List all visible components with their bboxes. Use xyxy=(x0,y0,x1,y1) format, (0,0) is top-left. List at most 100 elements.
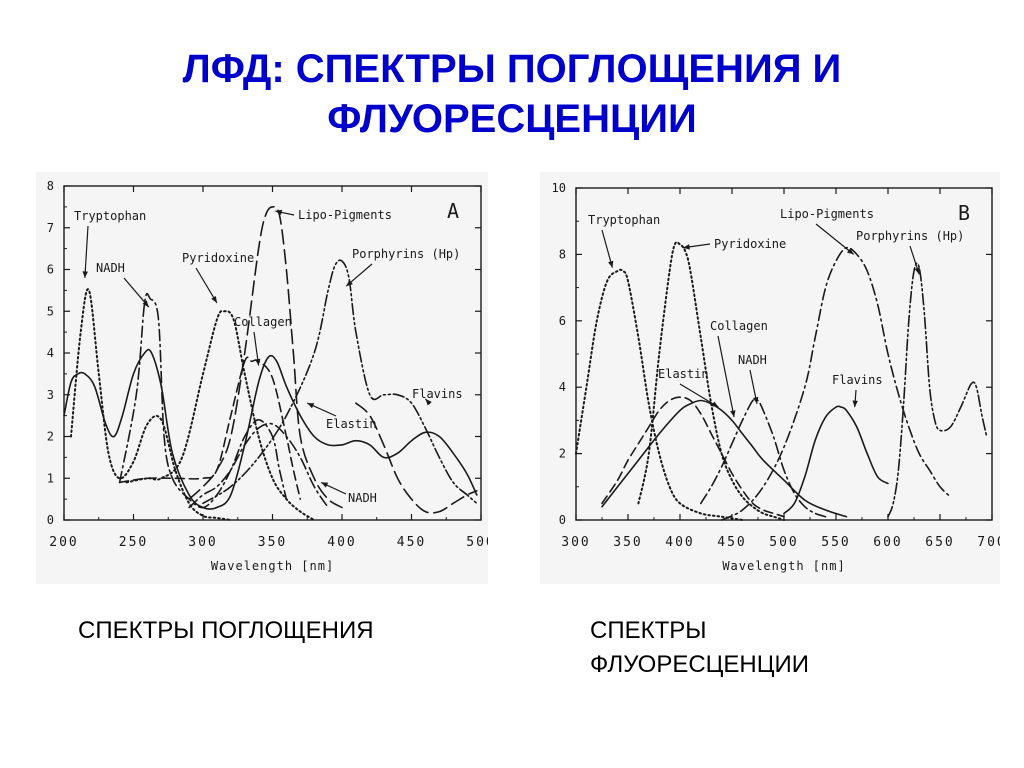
chart-b-x-axis-label: Wavelength [nm] xyxy=(722,559,845,573)
chart-b-x-tick-label: 550 xyxy=(821,535,850,550)
chart-b-x-tick-label: 350 xyxy=(613,535,642,550)
fluorescence-chart-panel: 300 350 400 450 500 550 600 650 700 0 2 4 6 8 10 Wavele… xyxy=(540,172,1000,584)
chart-b-x-tick-label: 700 xyxy=(977,535,1000,550)
chart-b-annotation-elastin: Elastin xyxy=(658,367,709,381)
chart-a-annotation-tryptophan: Tryptophan xyxy=(74,209,146,223)
chart-a-arrow-tryptophan xyxy=(84,225,89,278)
chart-a-plot-frame xyxy=(63,185,482,521)
chart-b-annotation-porphyrins-hp: Porphyrins (Hp) xyxy=(856,229,964,243)
slide-title: ЛФД: СПЕКТРЫ ПОГЛОЩЕНИЯ И ФЛУОРЕСЦЕНЦИИ xyxy=(0,44,1024,144)
chart-b-annotation-flavins: Flavins xyxy=(832,373,883,387)
chart-b-series-lipo-pigments xyxy=(720,246,952,521)
chart-b-series-porphyrins-hp xyxy=(887,262,988,518)
chart-a-annotation-nadh-2: NADH xyxy=(348,491,377,505)
chart-b-arrowhead-tryptophan xyxy=(608,260,614,268)
chart-a-series-flavins xyxy=(355,402,478,514)
chart-a-arrowhead-tryptophan xyxy=(82,271,88,278)
chart-b-annotation-collagen: Collagen xyxy=(710,319,768,333)
chart-a-y-tick-label: 2 xyxy=(47,430,54,444)
chart-b-series-tryptophan xyxy=(575,268,744,521)
chart-b-y-tick-label: 10 xyxy=(552,181,566,195)
chart-b-x-tick-label: 650 xyxy=(925,535,954,550)
chart-b-arrow-collagen xyxy=(717,335,735,418)
chart-a-x-tick-label: 450 xyxy=(397,535,426,550)
chart-a-annotation-pyridoxine: Pyridoxine xyxy=(182,251,254,265)
chart-b-series-elastin xyxy=(601,396,785,518)
chart-a-annotation-flavins: Flavins xyxy=(412,387,463,401)
absorption-spectra-chart: 200 250 300 350 400 450 500 0 1 2 3 4 5 6 7 8 Wavelength… xyxy=(47,179,488,573)
absorption-chart-panel: 200 250 300 350 400 450 500 0 1 2 3 4 5 6 7 8 Wavelength… xyxy=(36,172,488,584)
chart-b-arrowhead-nadh xyxy=(752,396,759,404)
chart-b-x-tick-label: 400 xyxy=(665,535,694,550)
chart-b-y-tick-label: 6 xyxy=(559,314,566,328)
chart-b-arrow-lipo-pigments xyxy=(815,223,855,255)
chart-a-y-tick-label: 6 xyxy=(47,263,54,277)
chart-a-y-tick-label: 4 xyxy=(47,346,54,360)
chart-b-x-tick-label: 450 xyxy=(717,535,746,550)
chart-b-arrowhead-elastin xyxy=(711,401,719,408)
chart-a-x-tick-label: 250 xyxy=(119,535,148,550)
chart-a-x-tick-label: 400 xyxy=(327,535,356,550)
chart-a-arrowhead-nadh xyxy=(142,300,149,308)
chart-a-x-tick-label: 300 xyxy=(188,535,217,550)
chart-a-series-porphyrins-hp xyxy=(202,259,478,505)
chart-b-annotation-nadh: NADH xyxy=(738,353,767,367)
chart-a-y-tick-label: 1 xyxy=(47,471,54,485)
chart-b-series-nadh xyxy=(700,397,827,518)
chart-b-arrowhead-porphyrins-hp xyxy=(914,267,920,275)
chart-a-annotation-lipo-pigments: Lipo-Pigments xyxy=(298,208,392,222)
chart-a-y-tick-label: 7 xyxy=(47,221,54,235)
chart-b-annotation-lipo-pigments: Lipo-Pigments xyxy=(780,207,874,221)
chart-a-annotation-porphyrins-hp: Porphyrins (Hp) xyxy=(352,247,460,261)
chart-b-arrowhead-pyridoxine xyxy=(683,244,690,250)
chart-b-annotation-tryptophan: Tryptophan xyxy=(588,213,660,227)
chart-b-x-tick-label: 300 xyxy=(561,535,590,550)
chart-a-arrowhead-elastin xyxy=(307,403,315,409)
chart-b-series-pyridoxine xyxy=(637,241,785,521)
slide-title-line-1: ЛФД: СПЕКТРЫ ПОГЛОЩЕНИЯ И xyxy=(182,47,842,91)
chart-b-arrow-tryptophan xyxy=(601,229,613,268)
chart-a-arrowhead-pyridoxine xyxy=(211,295,217,303)
chart-b-arrowhead-lipo-pigments xyxy=(846,248,854,255)
chart-a-arrow-pyridoxine xyxy=(195,267,218,304)
chart-b-annotation-pyridoxine: Pyridoxine xyxy=(714,237,786,251)
chart-a-y-tick-label: 0 xyxy=(47,513,54,527)
chart-b-y-tick-label: 8 xyxy=(559,247,566,261)
chart-a-series-tryptophan xyxy=(70,288,232,521)
chart-a-x-tick-label: 200 xyxy=(49,535,78,550)
chart-a-y-tick-label: 5 xyxy=(47,304,54,318)
chart-b-panel-letter: B xyxy=(958,201,970,225)
chart-a-arrowhead-lipo-pigments xyxy=(275,209,283,216)
chart-b-y-tick-label: 2 xyxy=(559,447,566,461)
chart-a-series-elastin xyxy=(63,348,478,510)
chart-b-arrow-elastin xyxy=(679,383,719,408)
chart-a-series-nadh-2 xyxy=(188,422,329,509)
chart-a-y-tick-label: 8 xyxy=(47,179,54,193)
chart-b-series-flavins xyxy=(783,405,889,515)
slide-title-line-2: ФЛУОРЕСЦЕНЦИИ xyxy=(327,97,697,141)
chart-a-annotation-nadh: NADH xyxy=(96,261,125,275)
chart-a-arrowhead-collagen xyxy=(255,358,261,366)
fluorescence-caption: СПЕКТРЫ ФЛУОРЕСЦЕНЦИИ xyxy=(590,617,810,678)
chart-a-x-tick-label: 500 xyxy=(466,535,488,550)
chart-a-series-lipo-pigments xyxy=(188,205,343,509)
chart-b-arrowhead-flavins xyxy=(852,400,858,408)
chart-b-x-tick-label: 500 xyxy=(769,535,798,550)
chart-a-arrowhead-flavins xyxy=(425,398,432,406)
fluorescence-spectra-chart: 300 350 400 450 500 550 600 650 700 0 2 4 6 8 10 Wavele… xyxy=(552,181,1000,573)
chart-a-series-collagen xyxy=(118,356,302,500)
chart-a-x-axis-label: Wavelength [nm] xyxy=(211,559,334,573)
chart-b-y-tick-label: 0 xyxy=(559,513,566,527)
chart-a-series-nadh xyxy=(118,292,288,509)
absorption-caption: СПЕКТРЫ ПОГЛОЩЕНИЯ xyxy=(78,617,374,644)
chart-a-x-tick-label: 350 xyxy=(258,535,287,550)
chart-a-y-tick-label: 3 xyxy=(47,388,54,402)
chart-a-arrowhead-porphyrins-hp xyxy=(346,279,353,287)
chart-a-arrowhead-nadh-2 xyxy=(321,482,329,488)
chart-a-panel-letter: A xyxy=(447,199,459,223)
chart-b-arrowhead-collagen xyxy=(730,410,736,418)
chart-a-series-pyridoxine xyxy=(125,310,316,521)
chart-b-y-tick-label: 4 xyxy=(559,380,566,394)
chart-b-x-tick-label: 600 xyxy=(873,535,902,550)
chart-a-annotation-collagen: Collagen xyxy=(234,315,292,329)
